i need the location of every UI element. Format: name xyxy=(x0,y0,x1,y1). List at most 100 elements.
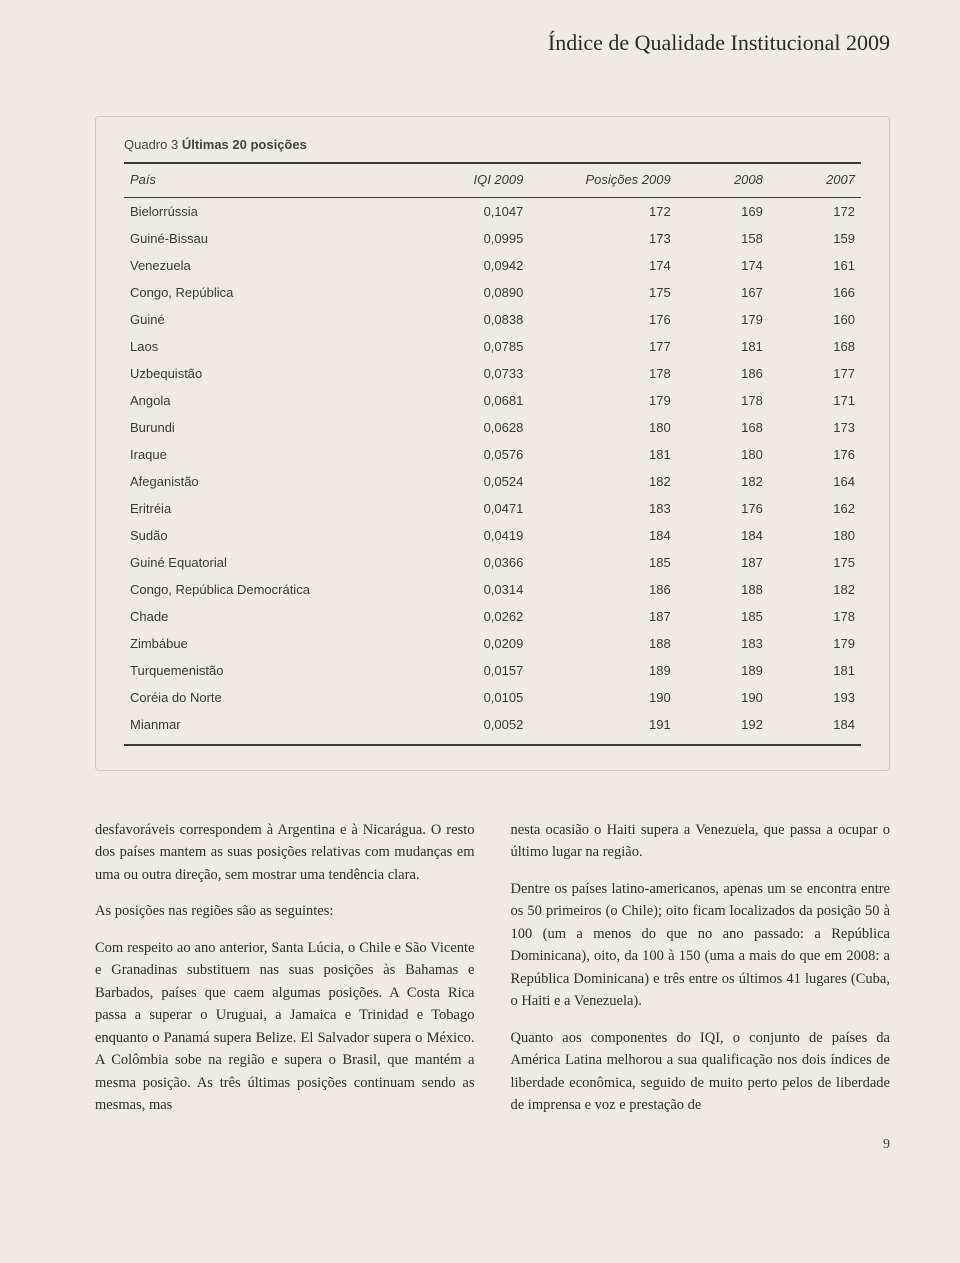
table-cell: 193 xyxy=(769,684,861,711)
body-col-left: desfavoráveis correspondem à Argentina e… xyxy=(95,819,475,1131)
table-cell: 192 xyxy=(677,711,769,745)
table-row: Guiné-Bissau0,0995173158159 xyxy=(124,225,861,252)
table-cell: 0,0942 xyxy=(419,252,530,279)
table-cell: 181 xyxy=(769,657,861,684)
table-cell: 0,0890 xyxy=(419,279,530,306)
table-cell: 189 xyxy=(677,657,769,684)
table-cell: 184 xyxy=(529,522,676,549)
table-cell: 187 xyxy=(677,549,769,576)
table-cell: 168 xyxy=(677,414,769,441)
body-paragraph: As posições nas regiões são as seguintes… xyxy=(95,900,475,922)
table-caption-prefix: Quadro 3 xyxy=(124,137,178,152)
table-header-row: País IQI 2009 Posições 2009 2008 2007 xyxy=(124,163,861,198)
table-row: Sudão0,0419184184180 xyxy=(124,522,861,549)
body-paragraph: nesta ocasião o Haiti supera a Venezuela… xyxy=(511,819,891,864)
table-cell: 175 xyxy=(529,279,676,306)
table-cell: 185 xyxy=(677,603,769,630)
table-cell: Guiné-Bissau xyxy=(124,225,419,252)
table-cell: Laos xyxy=(124,333,419,360)
col-header-2008: 2008 xyxy=(677,163,769,198)
table-cell: 171 xyxy=(769,387,861,414)
table-cell: 177 xyxy=(529,333,676,360)
table-cell: 167 xyxy=(677,279,769,306)
table-cell: 188 xyxy=(529,630,676,657)
table-cell: 179 xyxy=(529,387,676,414)
table-cell: Chade xyxy=(124,603,419,630)
table-cell: 0,0628 xyxy=(419,414,530,441)
table-cell: 176 xyxy=(769,441,861,468)
table-row: Eritréia0,0471183176162 xyxy=(124,495,861,522)
table-cell: 172 xyxy=(769,198,861,226)
table-cell: 159 xyxy=(769,225,861,252)
table-caption: Quadro 3 Últimas 20 posições xyxy=(124,137,861,152)
table-row: Afeganistão0,0524182182164 xyxy=(124,468,861,495)
table-cell: 0,0471 xyxy=(419,495,530,522)
body-paragraph: Dentre os países latino-americanos, apen… xyxy=(511,878,891,1013)
table-cell: 180 xyxy=(529,414,676,441)
table-cell: 180 xyxy=(677,441,769,468)
table-cell: Sudão xyxy=(124,522,419,549)
table-cell: 183 xyxy=(677,630,769,657)
table-cell: 187 xyxy=(529,603,676,630)
table-cell: 177 xyxy=(769,360,861,387)
table-cell: 182 xyxy=(529,468,676,495)
col-header-pos2009: Posições 2009 xyxy=(529,163,676,198)
table-cell: 190 xyxy=(529,684,676,711)
table-cell: Turquemenistão xyxy=(124,657,419,684)
table-cell: 188 xyxy=(677,576,769,603)
table-cell: 169 xyxy=(677,198,769,226)
table-cell: 191 xyxy=(529,711,676,745)
table-cell: 0,0681 xyxy=(419,387,530,414)
table-cell: 189 xyxy=(529,657,676,684)
table-cell: Afeganistão xyxy=(124,468,419,495)
table-row: Laos0,0785177181168 xyxy=(124,333,861,360)
table-cell: Venezuela xyxy=(124,252,419,279)
table-cell: Guiné xyxy=(124,306,419,333)
table-cell: 0,0209 xyxy=(419,630,530,657)
table-cell: 0,0576 xyxy=(419,441,530,468)
table-cell: 182 xyxy=(677,468,769,495)
table-cell: 173 xyxy=(769,414,861,441)
table-cell: 0,0262 xyxy=(419,603,530,630)
table-cell: 0,0785 xyxy=(419,333,530,360)
body-paragraph: Quanto aos componentes do IQI, o conjunt… xyxy=(511,1027,891,1117)
table-cell: 0,0105 xyxy=(419,684,530,711)
table-row: Guiné Equatorial0,0366185187175 xyxy=(124,549,861,576)
table-cell: 0,0524 xyxy=(419,468,530,495)
body-columns: desfavoráveis correspondem à Argentina e… xyxy=(95,819,890,1131)
col-header-country: País xyxy=(124,163,419,198)
table-cell: 175 xyxy=(769,549,861,576)
col-header-iqi: IQI 2009 xyxy=(419,163,530,198)
table-cell: 0,0419 xyxy=(419,522,530,549)
table-cell: 0,0995 xyxy=(419,225,530,252)
table-cell: 176 xyxy=(529,306,676,333)
table-container: Quadro 3 Últimas 20 posições País IQI 20… xyxy=(95,116,890,771)
table-cell: 181 xyxy=(529,441,676,468)
table-caption-title: Últimas 20 posições xyxy=(182,137,307,152)
table-cell: 186 xyxy=(677,360,769,387)
table-cell: 182 xyxy=(769,576,861,603)
table-row: Coréia do Norte0,0105190190193 xyxy=(124,684,861,711)
table-cell: Congo, República xyxy=(124,279,419,306)
table-cell: 0,1047 xyxy=(419,198,530,226)
table-cell: 179 xyxy=(769,630,861,657)
table-cell: 184 xyxy=(677,522,769,549)
table-cell: 176 xyxy=(677,495,769,522)
table-cell: Eritréia xyxy=(124,495,419,522)
table-row: Angola0,0681179178171 xyxy=(124,387,861,414)
col-header-2007: 2007 xyxy=(769,163,861,198)
table-cell: 180 xyxy=(769,522,861,549)
table-cell: 158 xyxy=(677,225,769,252)
table-cell: 178 xyxy=(677,387,769,414)
table-cell: 166 xyxy=(769,279,861,306)
table-row: Zimbábue0,0209188183179 xyxy=(124,630,861,657)
table-cell: 160 xyxy=(769,306,861,333)
table-cell: Guiné Equatorial xyxy=(124,549,419,576)
table-row: Guiné0,0838176179160 xyxy=(124,306,861,333)
table-cell: 183 xyxy=(529,495,676,522)
page-number: 9 xyxy=(883,1137,890,1153)
table-cell: 0,0052 xyxy=(419,711,530,745)
table-cell: 185 xyxy=(529,549,676,576)
table-cell: 178 xyxy=(769,603,861,630)
table-cell: 164 xyxy=(769,468,861,495)
